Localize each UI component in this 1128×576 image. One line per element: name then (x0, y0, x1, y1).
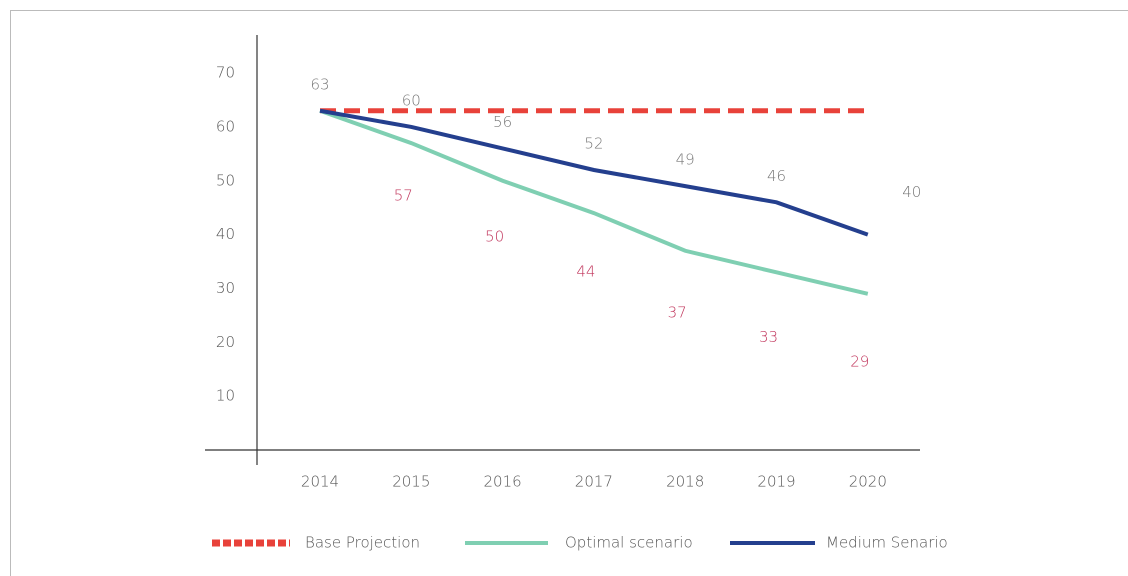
x-tick-label: 2018 (666, 473, 704, 491)
data-label: 56 (493, 113, 512, 131)
data-label: 37 (668, 303, 687, 321)
x-tick-label: 2014 (301, 473, 339, 491)
x-tick-label: 2019 (757, 473, 795, 491)
x-tick-label: 2020 (849, 473, 887, 491)
y-tick-label: 40 (216, 225, 235, 243)
data-label: 40 (902, 183, 921, 201)
y-tick-label: 60 (216, 117, 235, 135)
data-label: 33 (759, 328, 778, 346)
y-tick-label: 10 (216, 387, 235, 405)
y-tick-label: 70 (216, 64, 235, 82)
data-label: 44 (576, 263, 595, 281)
legend-label: Base Projection (305, 534, 420, 552)
data-label: 50 (485, 227, 504, 245)
y-tick-label: 30 (216, 279, 235, 297)
x-tick-label: 2017 (575, 473, 613, 491)
y-tick-label: 20 (216, 333, 235, 351)
data-label: 60 (402, 91, 421, 109)
series-line (319, 108, 869, 237)
x-tick-label: 2015 (392, 473, 430, 491)
frame (10, 10, 1128, 576)
y-tick-label: 50 (216, 171, 235, 189)
data-label: 46 (767, 167, 786, 185)
data-label: 63 (310, 75, 329, 93)
legend-label: Optimal scenario (565, 534, 693, 552)
data-label: 57 (394, 187, 413, 205)
series-line (319, 108, 869, 296)
legend-label: Medium Senario (826, 534, 948, 552)
data-label: 49 (676, 151, 695, 169)
x-tick-label: 2016 (484, 473, 522, 491)
data-label: 52 (584, 135, 603, 153)
data-label: 29 (850, 352, 869, 370)
